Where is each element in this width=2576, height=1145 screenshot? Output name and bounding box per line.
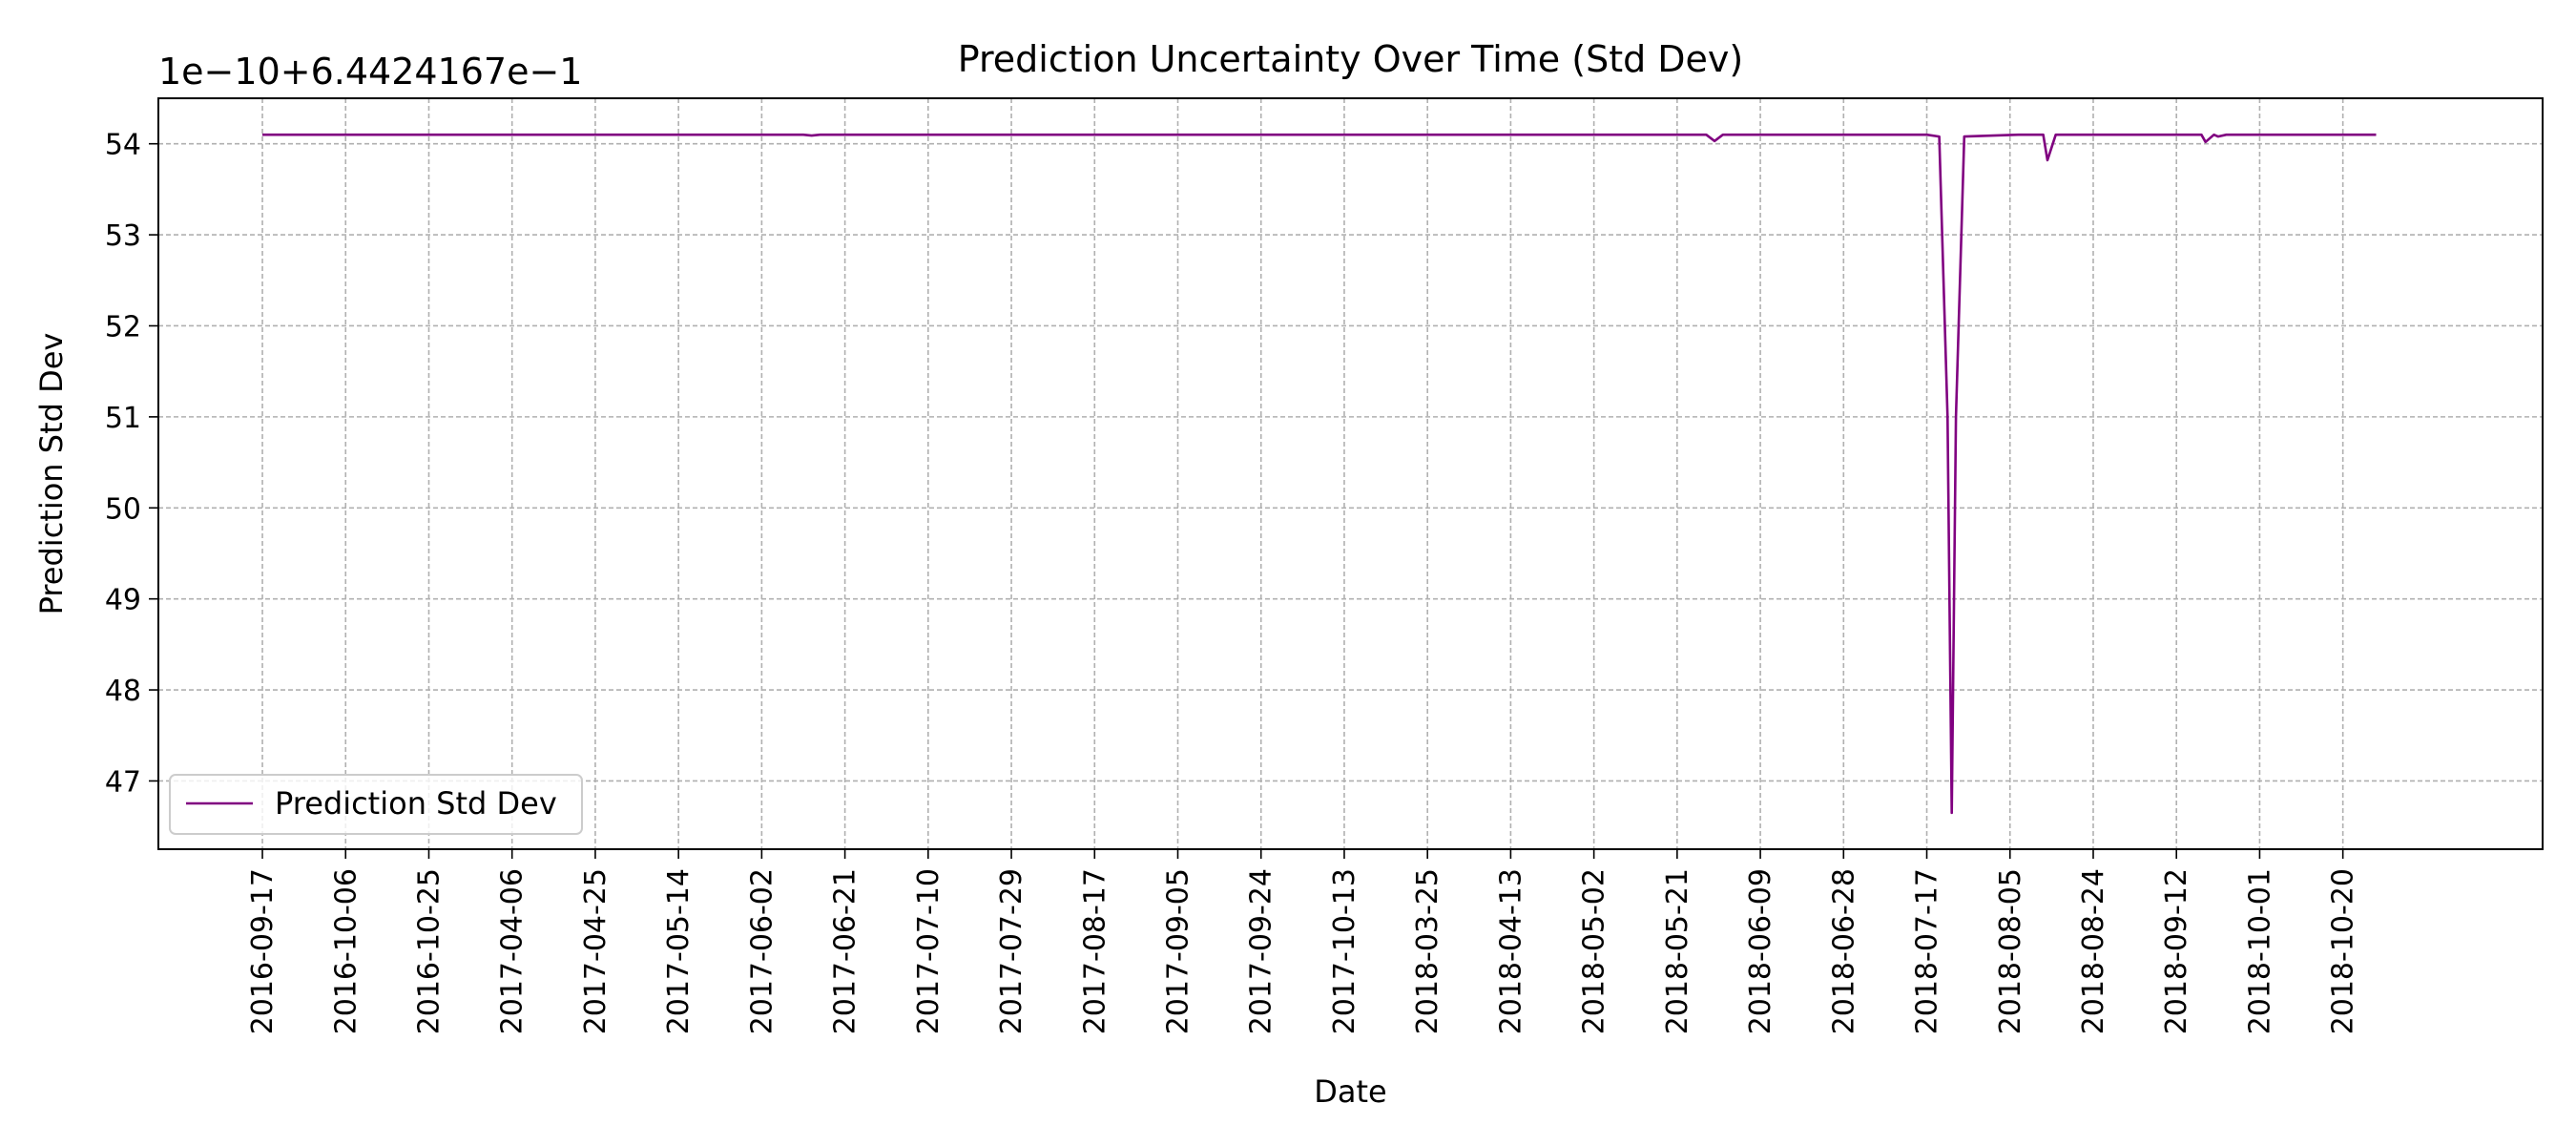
x-tick-label: 2016-10-06 bbox=[329, 868, 363, 1034]
y-axis-label: Prediction Std Dev bbox=[33, 333, 70, 615]
legend-entry-prediction-std-dev: Prediction Std Dev bbox=[275, 785, 557, 822]
y-tick-label: 54 bbox=[105, 129, 141, 162]
x-tick-label: 2016-09-17 bbox=[246, 868, 280, 1034]
grid-layer bbox=[158, 98, 2543, 849]
x-tick-label: 2018-08-05 bbox=[1994, 868, 2027, 1034]
x-tick-label: 2017-09-05 bbox=[1162, 868, 1195, 1034]
x-tick-label: 2018-07-17 bbox=[1911, 868, 1944, 1034]
y-tick-label: 50 bbox=[105, 492, 141, 526]
x-tick-label: 2018-08-24 bbox=[2077, 868, 2110, 1034]
x-tick-label: 2017-07-10 bbox=[912, 868, 945, 1034]
x-tick-label: 2018-05-02 bbox=[1578, 868, 1611, 1034]
y-tick-label: 52 bbox=[105, 310, 141, 344]
x-tick-label: 2017-04-06 bbox=[496, 868, 530, 1034]
x-tick-label: 2017-09-24 bbox=[1245, 868, 1278, 1034]
x-tick-label: 2018-10-20 bbox=[2327, 868, 2360, 1034]
y-tick-label: 51 bbox=[105, 402, 141, 435]
x-tick-label: 2017-06-21 bbox=[829, 868, 862, 1034]
x-tick-label: 2017-06-02 bbox=[745, 868, 779, 1034]
x-tick-label: 2017-07-29 bbox=[995, 868, 1028, 1034]
chart-title: Prediction Uncertainty Over Time (Std De… bbox=[958, 38, 1744, 80]
x-tick-label: 2017-05-14 bbox=[662, 868, 696, 1034]
y-axis-offset-label: 1e−10+6.4424167e−1 bbox=[158, 51, 582, 93]
x-tick-label: 2017-10-13 bbox=[1328, 868, 1361, 1034]
legend-box bbox=[169, 774, 583, 835]
legend: Prediction Std Dev bbox=[169, 774, 583, 835]
x-tick-label: 2018-05-21 bbox=[1661, 868, 1694, 1034]
x-tick-label: 2018-10-01 bbox=[2243, 868, 2276, 1034]
x-tick-label: 2016-10-25 bbox=[412, 868, 446, 1034]
plot-frame bbox=[157, 97, 2544, 850]
x-tick-label: 2018-06-28 bbox=[1827, 868, 1860, 1034]
series-line-prediction-std-dev bbox=[262, 133, 2377, 815]
x-tick-label: 2018-06-09 bbox=[1744, 868, 1777, 1034]
x-tick-label: 2018-09-12 bbox=[2160, 868, 2193, 1034]
x-tick-label: 2017-08-17 bbox=[1078, 868, 1111, 1034]
y-tick-label: 53 bbox=[105, 219, 141, 253]
y-tick-label: 48 bbox=[105, 675, 141, 708]
x-tick-label: 2017-04-25 bbox=[579, 868, 613, 1034]
x-tick-label: 2018-04-13 bbox=[1494, 868, 1527, 1034]
x-axis-label: Date bbox=[1314, 1073, 1386, 1110]
line-layer bbox=[262, 133, 2377, 815]
x-tick-label: 2018-03-25 bbox=[1411, 868, 1444, 1034]
y-tick-label: 49 bbox=[105, 584, 141, 617]
tick-layer: 2016-09-17 2016-10-06 2016-10-25 2017-04-06… bbox=[105, 129, 2360, 1035]
y-tick-label: 47 bbox=[105, 765, 141, 799]
